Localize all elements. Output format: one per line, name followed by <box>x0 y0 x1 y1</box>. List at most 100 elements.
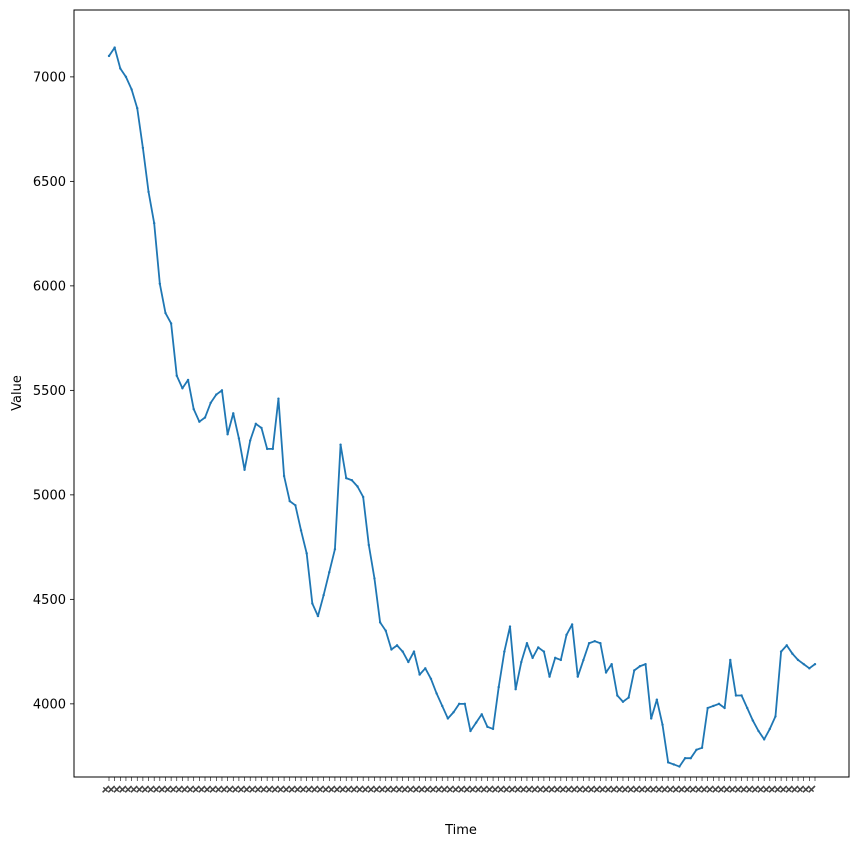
data-point <box>164 311 167 315</box>
x-tick-label <box>616 785 624 793</box>
x-tick-label <box>435 785 443 793</box>
x-tick-label <box>808 785 816 793</box>
data-point <box>486 725 489 729</box>
x-tick-label <box>452 785 460 793</box>
data-point <box>124 75 128 79</box>
x-tick-label <box>457 785 466 793</box>
x-tick-label <box>525 785 534 793</box>
x-tick-label <box>186 785 195 793</box>
x-tick-label <box>683 785 692 793</box>
y-tick-label: 6500 <box>33 175 66 190</box>
data-point <box>113 46 116 49</box>
data-point <box>390 648 393 651</box>
x-tick-label <box>480 785 488 793</box>
x-tick-label <box>373 785 381 793</box>
x-tick-label <box>802 785 810 793</box>
x-tick-label <box>158 785 167 793</box>
x-tick-label <box>587 785 596 793</box>
data-point <box>243 468 246 471</box>
x-tick-label <box>209 785 217 793</box>
data-point <box>740 694 743 697</box>
data-point <box>565 633 568 637</box>
data-point <box>689 756 692 760</box>
plot-area <box>73 9 850 778</box>
data-point <box>633 669 636 672</box>
data-point <box>277 397 280 400</box>
data-point <box>599 642 602 645</box>
data-point <box>237 437 241 440</box>
data-point <box>215 393 218 396</box>
x-tick-label <box>582 785 590 793</box>
x-tick-label <box>424 785 432 793</box>
x-tick-label <box>316 785 325 793</box>
data-point <box>373 577 376 580</box>
x-axis-label: Time <box>444 823 477 838</box>
data-point <box>339 443 342 446</box>
data-point <box>271 447 274 451</box>
data-point <box>136 107 139 110</box>
data-point <box>311 602 314 605</box>
data-point <box>548 675 551 678</box>
data-point <box>695 748 698 752</box>
data-point <box>587 642 591 645</box>
x-tick-label <box>181 785 189 793</box>
data-point <box>203 416 207 419</box>
x-tick-label <box>243 785 251 793</box>
data-point <box>141 146 145 150</box>
data-point <box>582 658 585 662</box>
data-point <box>717 702 721 706</box>
x-tick-label <box>169 785 178 793</box>
x-tick-label <box>294 785 302 793</box>
x-tick-label <box>440 785 449 793</box>
y-tick-label: 7000 <box>33 70 66 85</box>
x-tick-label <box>542 785 551 793</box>
data-point <box>305 552 308 555</box>
x-tick-label <box>327 785 336 793</box>
x-tick-label <box>418 785 426 793</box>
data-point <box>480 713 483 716</box>
data-point <box>514 688 517 691</box>
x-tick-label <box>740 785 748 793</box>
data-point <box>661 723 664 726</box>
x-tick-label <box>147 785 155 793</box>
data-point <box>429 677 433 680</box>
x-tick-label <box>164 785 172 793</box>
x-tick-label <box>350 785 359 793</box>
x-tick-label <box>712 785 720 793</box>
data-point <box>367 543 371 547</box>
data-point <box>553 656 557 660</box>
data-point <box>729 658 732 662</box>
data-point <box>452 711 455 714</box>
x-tick-label <box>689 785 697 793</box>
data-point <box>169 322 173 325</box>
data-point <box>288 499 291 503</box>
x-tick-label <box>220 785 229 793</box>
x-tick-label <box>717 785 726 793</box>
data-point <box>474 721 478 724</box>
data-point <box>576 675 579 678</box>
x-tick-label <box>768 785 777 793</box>
x-tick-label <box>599 785 607 793</box>
x-tick-label <box>113 785 121 793</box>
data-point <box>666 761 670 764</box>
x-tick-label <box>508 785 517 793</box>
x-tick-label <box>536 785 545 793</box>
data-point <box>424 667 427 670</box>
data-point <box>531 656 534 660</box>
data-point <box>226 433 229 436</box>
data-point <box>181 387 184 390</box>
data-point <box>345 476 348 480</box>
y-tick-label: 4000 <box>33 697 66 712</box>
x-tick-label <box>610 785 618 793</box>
x-tick-label <box>152 785 161 793</box>
x-tick-label <box>407 785 415 793</box>
x-tick-label <box>361 785 370 793</box>
data-point <box>192 407 195 411</box>
x-tick-label <box>576 785 584 793</box>
data-point <box>604 671 608 674</box>
x-tick-label <box>644 785 652 793</box>
x-tick-label <box>678 785 686 793</box>
data-point <box>757 729 760 733</box>
data-point <box>198 420 201 423</box>
x-tick-label <box>412 785 421 793</box>
